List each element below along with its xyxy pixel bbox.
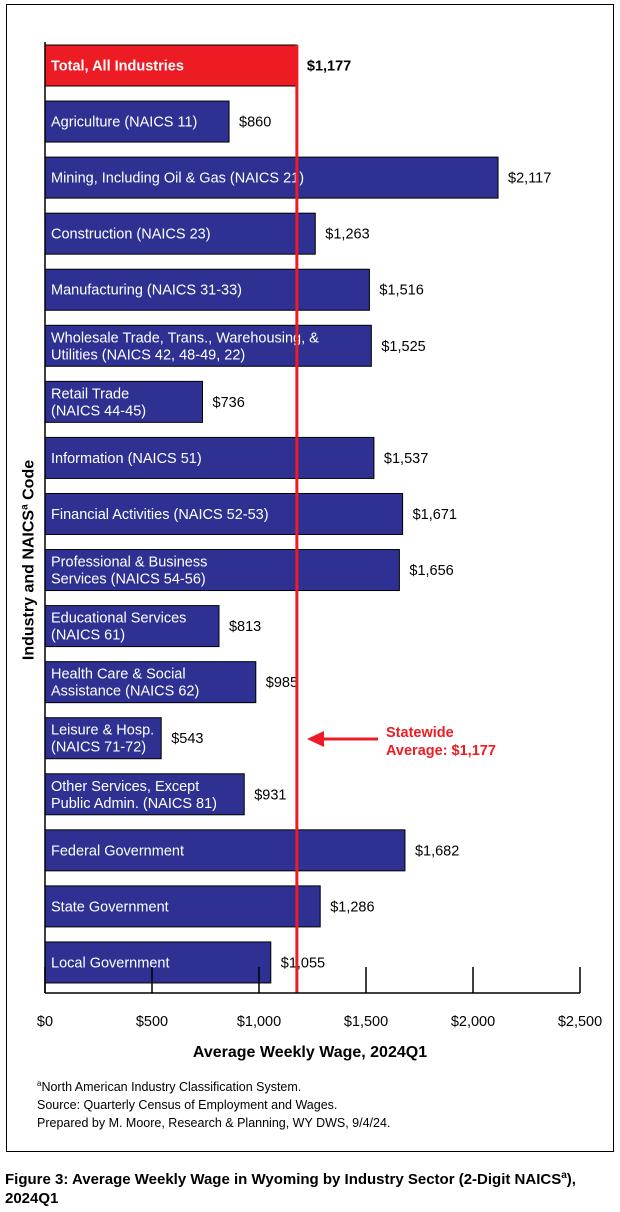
annotation-arrowhead bbox=[307, 731, 324, 747]
bar-category-label: Wholesale Trade, Trans., Warehousing, & bbox=[51, 330, 319, 346]
annotation-text: Statewide bbox=[386, 725, 454, 741]
x-tick-label: $2,000 bbox=[451, 1014, 495, 1030]
bar-category-label: Total, All Industries bbox=[51, 59, 184, 75]
chart-notes: aNorth American Industry Classification … bbox=[37, 1075, 390, 1132]
bar-category-label: State Government bbox=[51, 899, 169, 915]
bar-category-label: Assistance (NAICS 62) bbox=[51, 684, 199, 700]
bar-value-label: $2,117 bbox=[508, 171, 551, 187]
bar-category-label: Agriculture (NAICS 11) bbox=[51, 115, 197, 131]
bar-category-label: Professional & Business bbox=[51, 555, 207, 571]
bar-category-label: Public Admin. (NAICS 81) bbox=[51, 796, 217, 812]
x-tick-label: $500 bbox=[136, 1014, 168, 1030]
figure-frame bbox=[6, 4, 614, 1152]
bar-category-label: Utilities (NAICS 42, 48-49, 22) bbox=[51, 347, 245, 363]
bar bbox=[44, 156, 499, 199]
bar-value-label: $1,682 bbox=[415, 843, 459, 859]
bar-category-label: Services (NAICS 54-56) bbox=[51, 572, 206, 588]
bar-category-label: Health Care & Social bbox=[51, 667, 186, 683]
bar-category-label: Educational Services bbox=[51, 611, 186, 627]
x-tick-label: $0 bbox=[37, 1014, 53, 1030]
bar-category-label: Retail Trade bbox=[51, 386, 129, 402]
bar-value-label: $1,671 bbox=[413, 507, 457, 523]
footnote: aNorth American Industry Classification … bbox=[37, 1079, 302, 1095]
bar-value-label: $1,656 bbox=[409, 563, 453, 579]
bar-category-label: (NAICS 71-72) bbox=[51, 740, 146, 756]
bar-category-label: Mining, Including Oil & Gas (NAICS 21) bbox=[51, 171, 304, 187]
bar-value-label: $1,055 bbox=[281, 955, 325, 971]
bar-category-label: Other Services, Except bbox=[51, 779, 199, 795]
bar-chart: Total, All Industries $1,177 Agriculture (… bbox=[37, 42, 602, 1030]
bar-category-label: (NAICS 44-45) bbox=[51, 403, 146, 419]
bar bbox=[44, 44, 298, 87]
y-axis-label: Industry and NAICSa Code bbox=[19, 459, 38, 661]
x-tick-label: $2,500 bbox=[558, 1014, 602, 1030]
bar-category-label: Federal Government bbox=[51, 843, 184, 859]
bar-value-label: $1,516 bbox=[379, 283, 423, 299]
prepared-note: Prepared by M. Moore, Research & Plannin… bbox=[37, 1116, 391, 1131]
source-note: Source: Quarterly Census of Employment a… bbox=[37, 1098, 338, 1113]
x-tick-label: $1,000 bbox=[237, 1014, 281, 1030]
bar bbox=[44, 773, 245, 816]
figure-caption: Figure 3: Average Weekly Wage in Wyoming… bbox=[5, 1170, 576, 1207]
bar-value-label: $1,286 bbox=[330, 899, 374, 915]
x-tick-label: $1,500 bbox=[344, 1014, 388, 1030]
bar-value-label: $813 bbox=[229, 619, 261, 635]
bar bbox=[44, 436, 375, 479]
bar-value-label: $985 bbox=[266, 675, 298, 691]
bar-value-label: $931 bbox=[254, 787, 286, 803]
bar-category-label: Local Government bbox=[51, 955, 169, 971]
bar-value-label: $1,525 bbox=[381, 339, 425, 355]
bar-value-label: $1,537 bbox=[384, 451, 428, 467]
annotation-text: Average: $1,177 bbox=[386, 743, 496, 759]
bar-category-label: Construction (NAICS 23) bbox=[51, 227, 211, 243]
bar bbox=[44, 941, 272, 984]
bar-value-label: $1,177 bbox=[307, 59, 351, 75]
bar-category-label: Information (NAICS 51) bbox=[51, 451, 202, 467]
bar-value-label: $1,263 bbox=[325, 227, 369, 243]
bar bbox=[44, 492, 404, 535]
x-axis-label: Average Weekly Wage, 2024Q1 bbox=[192, 1044, 428, 1061]
bar-value-label: $543 bbox=[171, 731, 203, 747]
bar-category-label: Financial Activities (NAICS 52-53) bbox=[51, 507, 269, 523]
bar bbox=[44, 605, 220, 648]
bar bbox=[44, 717, 162, 760]
bar bbox=[44, 549, 400, 592]
bar bbox=[44, 885, 321, 928]
bar bbox=[44, 661, 257, 704]
bar-category-label: Manufacturing (NAICS 31-33) bbox=[51, 283, 242, 299]
bar-value-label: $860 bbox=[239, 115, 271, 131]
bar-category-label: Leisure & Hosp. bbox=[51, 723, 154, 739]
bar-category-label: (NAICS 61) bbox=[51, 628, 125, 644]
bar bbox=[44, 100, 230, 143]
bar-value-label: $736 bbox=[213, 395, 245, 411]
bar bbox=[44, 829, 406, 872]
